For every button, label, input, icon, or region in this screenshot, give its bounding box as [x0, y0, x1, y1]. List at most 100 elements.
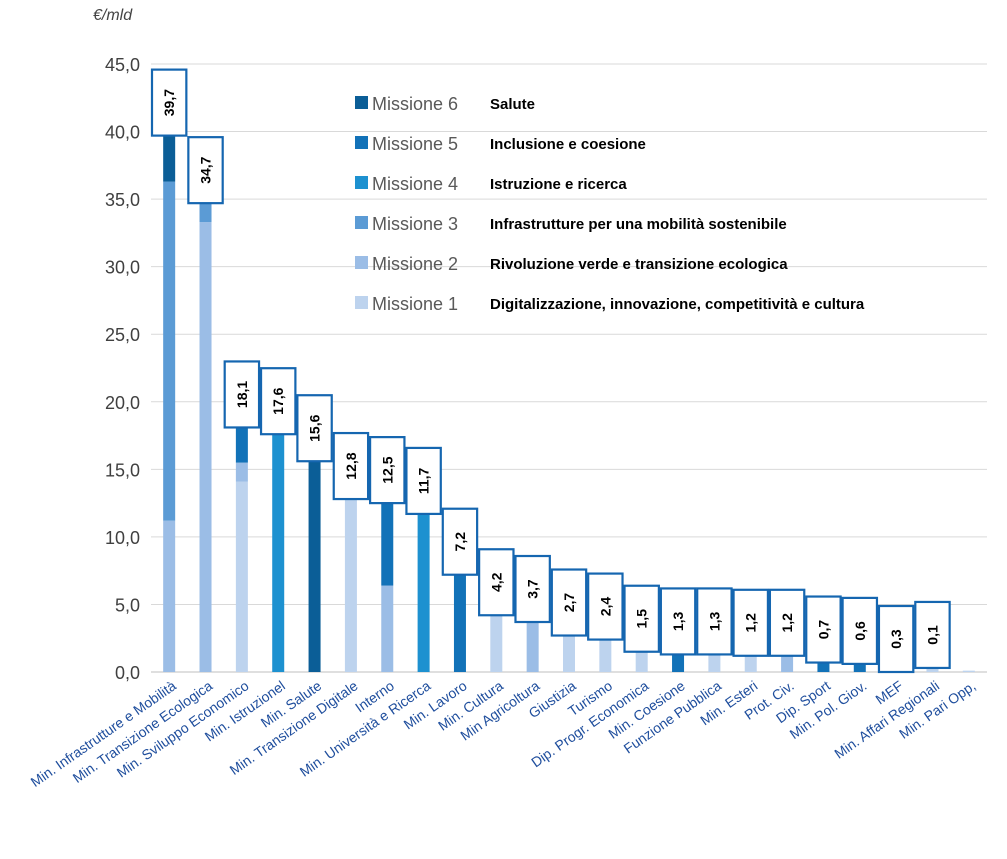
total-label: 12,8	[343, 452, 359, 479]
y-tick-label: 20,0	[105, 393, 140, 413]
legend-series-description: Inclusione e coesione	[490, 136, 646, 153]
total-label-box	[441, 507, 479, 576]
total-label: 2,7	[561, 593, 577, 613]
legend-swatch	[355, 176, 368, 189]
legend-series-description: Istruzione e ricerca	[490, 176, 627, 193]
bar-segment	[235, 427, 248, 463]
total-label: 17,6	[270, 387, 286, 414]
total-label: 3,7	[525, 579, 541, 599]
total-label: 1,2	[779, 613, 795, 633]
legend-series-name: Missione 4	[372, 174, 458, 194]
bar-segment	[744, 655, 757, 672]
bar-segment	[781, 655, 794, 672]
total-label: 1,2	[743, 613, 759, 633]
total-label-box	[223, 360, 261, 429]
bar-segment	[344, 499, 357, 672]
bar-segment	[272, 434, 285, 672]
bar-segment	[490, 615, 503, 672]
bar-segment	[163, 135, 176, 182]
total-label: 7,2	[452, 532, 468, 552]
bar-segment	[199, 222, 212, 672]
legend-series-name: Missione 2	[372, 254, 458, 274]
total-label-box	[150, 68, 188, 137]
bar-segment	[417, 513, 430, 672]
x-tick-label: Min. Infrastrutture e Mobilità	[28, 677, 179, 790]
legend-series-description: Infrastrutture per una mobilità sostenib…	[490, 216, 787, 233]
bar-segment	[163, 181, 176, 521]
total-label: 34,7	[198, 156, 214, 183]
total-label-box	[587, 572, 624, 641]
total-label-box	[732, 588, 770, 657]
total-label-box	[623, 584, 660, 653]
bar-segment	[199, 203, 212, 223]
total-label: 15,6	[307, 414, 323, 441]
y-tick-label: 40,0	[105, 123, 140, 143]
bar-segment	[962, 670, 975, 672]
total-label: 1,3	[670, 611, 686, 631]
y-tick-label: 35,0	[105, 190, 140, 210]
total-label-box	[296, 394, 333, 463]
y-tick-label: 45,0	[105, 55, 140, 75]
legend-series-name: Missione 6	[372, 94, 458, 114]
total-label: 0,3	[888, 629, 904, 649]
total-labels: 39,7 34,7 18,1 17,6 15,6 12,8 12,5 11,7 7,2 4,2 3,…	[150, 68, 951, 674]
bars	[163, 135, 975, 672]
bar-segment	[308, 461, 321, 672]
total-label-box	[914, 600, 951, 670]
y-tick-label: 30,0	[105, 258, 140, 278]
bar-segment	[563, 635, 575, 672]
legend: Missione 6 Salute Missione 5 Inclusione e c…	[355, 94, 865, 314]
total-label-box	[805, 595, 842, 664]
total-label: 18,1	[234, 381, 250, 408]
legend-series-description: Digitalizzazione, innovazione, competiti…	[490, 296, 865, 313]
legend-series-name: Missione 5	[372, 134, 458, 154]
total-label-box	[259, 367, 297, 436]
total-label: 2,4	[597, 597, 613, 617]
bar-segment	[708, 654, 721, 672]
bar-segment	[672, 654, 685, 672]
total-label: 12,5	[379, 456, 395, 483]
total-label-box	[768, 588, 806, 657]
bar-segment	[926, 667, 939, 672]
total-label-box	[187, 136, 224, 205]
bar-segment	[163, 520, 176, 672]
total-label: 1,5	[634, 609, 650, 629]
y-tick-label: 25,0	[105, 325, 140, 345]
total-label-box	[478, 548, 515, 617]
legend-series-description: Salute	[490, 96, 535, 113]
total-label-box	[877, 604, 915, 674]
total-label-box	[405, 446, 442, 516]
y-tick-label: 0,0	[115, 663, 140, 683]
total-label-box	[332, 431, 370, 501]
bar-segment	[453, 574, 466, 672]
total-label: 1,3	[706, 611, 722, 631]
total-label: 4,2	[488, 572, 504, 592]
bar-segment	[235, 481, 248, 672]
y-tick-label: 10,0	[105, 528, 140, 548]
bar-segment	[381, 585, 394, 672]
legend-swatch	[355, 136, 368, 149]
total-label: 0,7	[815, 620, 831, 640]
legend-swatch	[355, 256, 368, 269]
legend-series-name: Missione 3	[372, 214, 458, 234]
bar-segment	[235, 462, 248, 482]
total-label-box	[696, 587, 733, 656]
bar-segment	[817, 662, 830, 672]
legend-swatch	[355, 96, 368, 109]
bar-segment	[853, 663, 866, 672]
total-label-box	[841, 596, 879, 665]
total-label: 0,1	[924, 625, 940, 645]
total-label-box	[514, 554, 551, 624]
bar-segment	[381, 503, 394, 586]
total-label: 0,6	[852, 621, 868, 641]
total-label-box	[368, 436, 406, 505]
legend-swatch	[355, 216, 368, 229]
legend-swatch	[355, 296, 368, 309]
y-axis: 0,0 5,0 10,0 15,0 20,0 25,0 30,0 35,0 40,0 45,0	[105, 55, 140, 683]
y-tick-label: 5,0	[115, 595, 140, 615]
total-label: 39,7	[161, 89, 177, 116]
y-tick-label: 15,0	[105, 460, 140, 480]
total-label: 11,7	[416, 467, 432, 494]
